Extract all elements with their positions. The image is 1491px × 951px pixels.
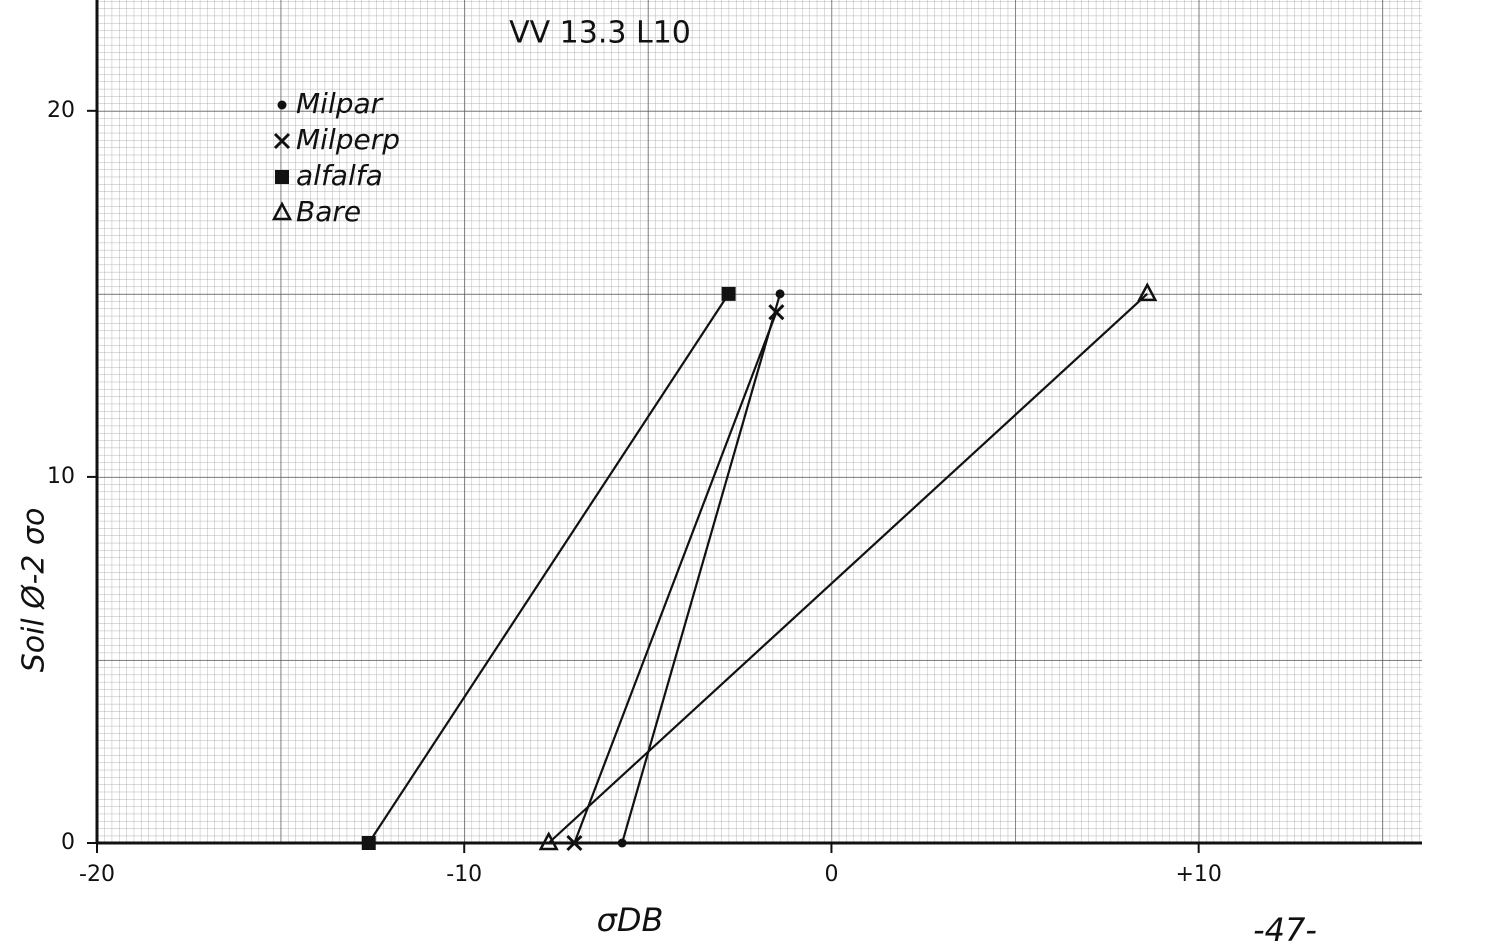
legend-label: Milpar (296, 87, 384, 120)
x-tick-label: -10 (446, 862, 482, 887)
chart-title: VV 13.3 L10 (509, 16, 691, 51)
point (566, 834, 583, 852)
legend-marker (277, 100, 287, 110)
point (768, 304, 785, 321)
graph-paper (97, 0, 1422, 843)
point (617, 838, 627, 848)
point (361, 836, 376, 850)
y-tick-label: 0 (61, 830, 75, 855)
y-axis-label: Soil Ø-2 σo (17, 508, 52, 673)
point (1137, 282, 1158, 302)
y-tick-label: 10 (47, 464, 75, 489)
x-axis-label: σDB (597, 901, 664, 939)
series-line (547, 293, 1148, 844)
x-tick-label: -20 (79, 862, 115, 887)
legend-label: Milperp (296, 123, 400, 156)
legend-marker (275, 170, 289, 184)
series-line (367, 293, 730, 844)
y-tick-label: 20 (47, 98, 75, 123)
series-line (573, 311, 778, 844)
point (775, 289, 785, 299)
x-tick-label: +10 (1175, 862, 1221, 887)
page-number: -47- (1253, 911, 1317, 949)
x-tick-label: 0 (824, 862, 838, 887)
point (538, 831, 559, 851)
legend-label: alfalfa (296, 159, 383, 192)
legend-label: Bare (296, 195, 361, 228)
point (721, 286, 736, 301)
legend-marker (273, 132, 291, 150)
legend-marker (271, 201, 293, 221)
